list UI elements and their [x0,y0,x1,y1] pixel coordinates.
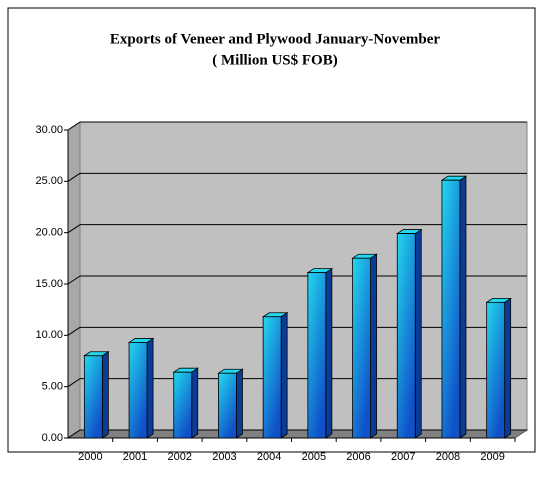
x-tick-label: 2007 [391,451,415,463]
grid-line [67,224,81,234]
chart-title: Exports of Veneer and Plywood January-No… [110,31,440,47]
bar [440,175,468,439]
bar [261,311,289,439]
bar-face [280,311,288,439]
bar-face [173,371,193,439]
y-tick-label: 15.00 [35,278,63,290]
x-tick-label: 2002 [168,451,192,463]
bar-face [218,372,237,439]
grid-line [67,172,81,182]
bar [395,228,423,439]
bar-face [459,175,467,439]
bar-face [352,257,371,439]
grid-line [67,378,81,388]
bar-face [370,253,377,439]
bar-face [128,342,148,439]
y-tick-label: 25.00 [35,175,63,187]
y-tick-label: 20.00 [35,227,63,239]
bar-face [414,228,422,439]
bar-face [83,355,103,439]
y-tick-label: 10.00 [35,329,63,341]
x-tick-label: 2004 [257,451,281,463]
bar [485,297,512,439]
x-tick-label: 2006 [346,451,370,463]
bar-face [307,272,327,439]
grid-line [67,429,81,439]
x-tick-label: 2001 [123,451,147,463]
bar-face [262,316,282,439]
bar [172,367,200,439]
x-tick-label: 2009 [480,451,504,463]
bar [83,351,110,439]
grid-line [67,121,81,131]
x-tick-label: 2000 [78,451,102,463]
chart-subtitle: ( Million US$ FOB) [212,52,337,68]
y-tick-label: 5.00 [42,381,63,393]
bar-face [486,301,506,439]
bar-face [441,179,461,439]
x-tick-label: 2008 [436,451,460,463]
bar [127,337,155,439]
bar [306,267,334,439]
x-tick-label: 2005 [302,451,326,463]
bar-face [325,267,333,439]
bar-face [236,368,243,439]
y-tick-label: 0.00 [42,432,63,444]
grid-line [67,326,81,336]
bar-face [191,367,199,439]
grid-line [67,275,81,285]
bar-face [146,337,154,439]
chart-frame [7,7,536,453]
x-tick-label: 2003 [212,451,236,463]
y-tick-label: 30.00 [35,124,63,136]
bar [351,253,378,439]
bar-face [101,351,109,439]
bar-face [504,297,512,439]
bar [217,368,244,439]
bar-face [396,233,416,439]
